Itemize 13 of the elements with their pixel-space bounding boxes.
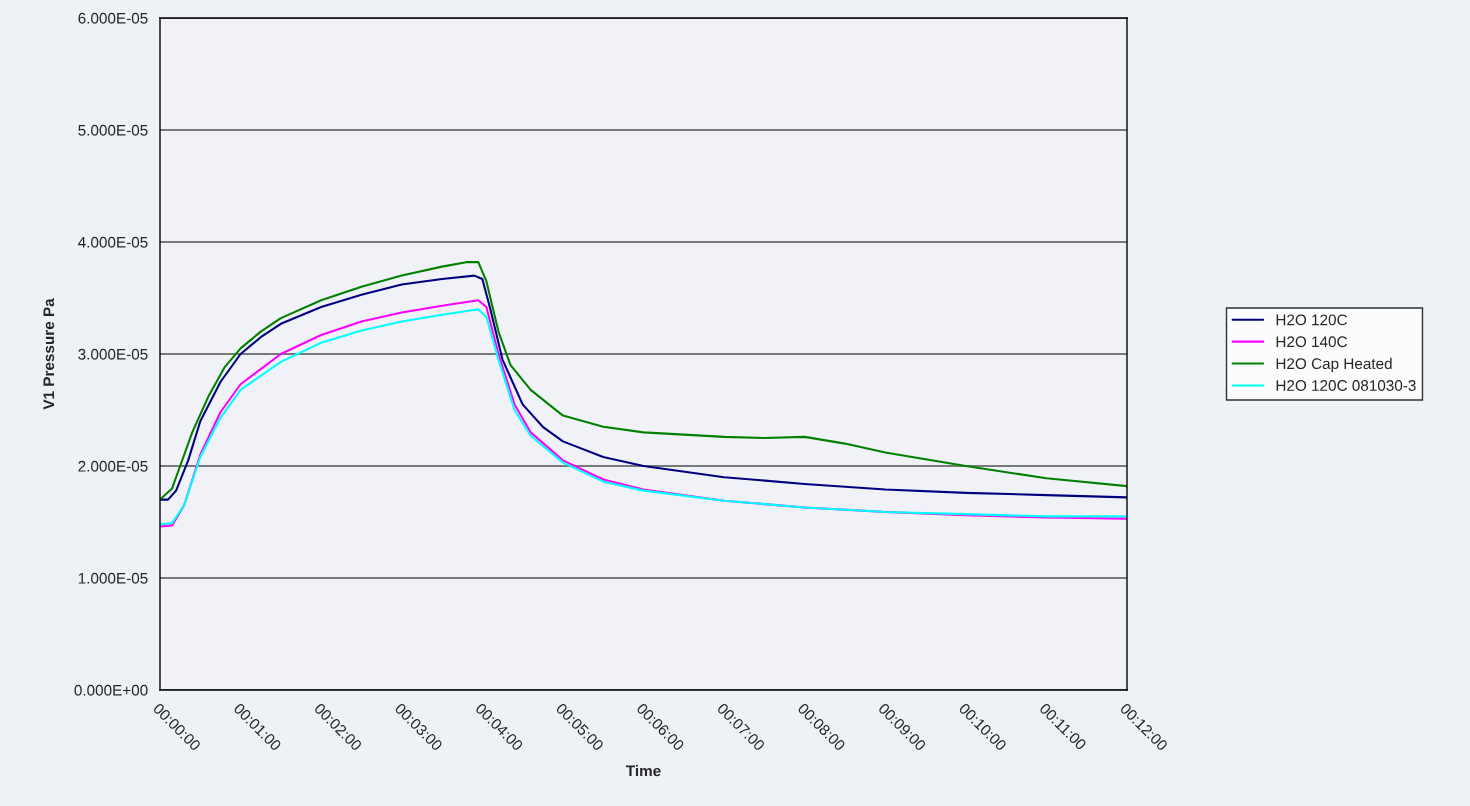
x-axis-title: Time [625, 765, 661, 777]
y-tick-label: 1.000E-05 [78, 572, 148, 584]
y-tick-label: 2.000E-05 [78, 460, 148, 472]
legend-label: H2O 140C [1276, 336, 1347, 348]
legend-label: H2O 120C [1276, 314, 1347, 326]
y-axis-title: V1 Pressure Pa [43, 298, 55, 410]
y-tick-label: 6.000E-05 [78, 12, 148, 24]
legend-label: H2O 120C 081030-3 [1276, 380, 1416, 391]
legend-label: H2O Cap Heated [1276, 357, 1392, 373]
y-tick-label: 5.000E-05 [78, 124, 148, 136]
y-tick-label: 0.000E+00 [74, 684, 148, 696]
y-tick-label: 4.000E-05 [78, 236, 148, 248]
y-tick-label: 3.000E-05 [78, 348, 148, 360]
